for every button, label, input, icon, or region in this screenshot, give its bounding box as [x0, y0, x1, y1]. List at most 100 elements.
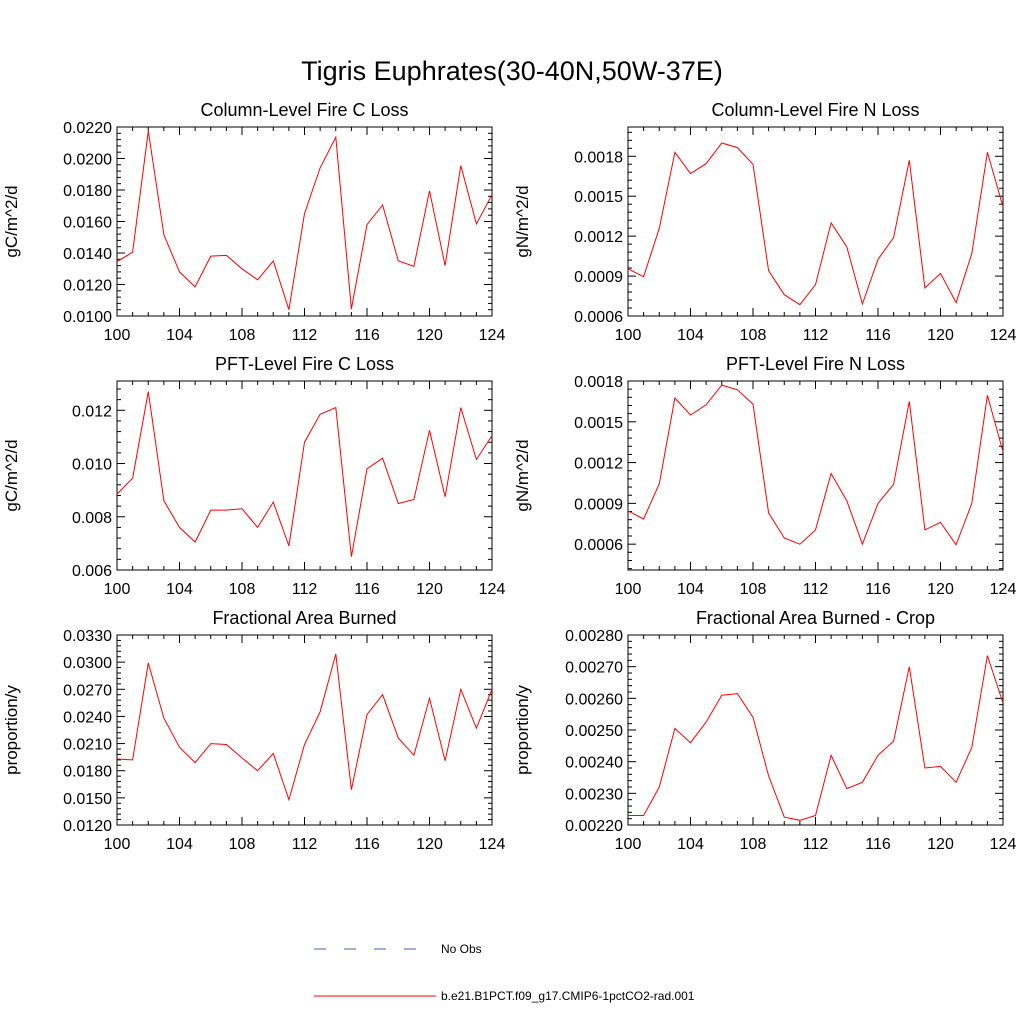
x-tick-label: 104: [166, 327, 193, 344]
x-tick-label: 100: [104, 327, 131, 344]
x-tick-label: 124: [990, 327, 1017, 344]
y-tick-label: 0.0120: [63, 278, 112, 295]
y-tick-label: 0.0012: [574, 456, 623, 473]
y-tick-label: 0.010: [72, 457, 112, 474]
y-tick-label: 0.00250: [565, 723, 623, 740]
y-tick-label: 0.0140: [63, 246, 112, 263]
x-tick-label: 108: [229, 581, 256, 598]
x-tick-label: 120: [927, 327, 954, 344]
y-tick-label: 0.006: [72, 563, 112, 580]
x-tick-label: 116: [354, 581, 380, 598]
x-tick-label: 124: [990, 581, 1017, 598]
y-axis-label: gN/m^2/d: [513, 439, 532, 511]
x-tick-label: 116: [865, 836, 891, 853]
y-tick-label: 0.0015: [574, 415, 623, 432]
panel-area-burned-crop: Fractional Area Burned - Crop proportion/…: [513, 608, 1016, 853]
x-tick-label: 124: [990, 836, 1017, 853]
x-tick-label: 116: [354, 836, 380, 853]
x-tick-label: 104: [677, 836, 704, 853]
series-line: [116, 391, 493, 557]
panel-title: Column-Level Fire C Loss: [200, 100, 408, 120]
x-tick-label: 124: [479, 327, 506, 344]
y-tick-label: 0.0006: [574, 537, 623, 554]
y-tick-label: 0.00270: [565, 660, 623, 677]
series-line: [116, 653, 493, 802]
y-axis-label: gN/m^2/d: [513, 185, 532, 257]
series-line: [628, 655, 1004, 821]
x-tick-label: 100: [104, 836, 131, 853]
panel-title: Fractional Area Burned - Crop: [696, 608, 935, 628]
y-axis-label: proportion/y: [513, 685, 532, 775]
panel-column-n-loss: Column-Level Fire N Loss gN/m^2/d 100 104 10…: [513, 100, 1016, 344]
y-tick-label: 0.0270: [63, 682, 112, 699]
y-tick-label: 0.0018: [574, 374, 623, 391]
x-tick-label: 108: [740, 581, 767, 598]
panels: Column-Level Fire C Loss gC/m^2/d 100 104 10…: [2, 100, 1016, 853]
y-tick-label: 0.0100: [63, 309, 112, 326]
y-tick-label: 0.0006: [574, 309, 623, 326]
y-tick-label: 0.00260: [565, 691, 623, 708]
x-tick-label: 100: [615, 581, 642, 598]
y-tick-label: 0.0180: [63, 764, 112, 781]
x-tick-label: 100: [615, 836, 642, 853]
x-tick-label: 116: [865, 581, 891, 598]
x-tick-label: 112: [292, 581, 318, 598]
panel-title: PFT-Level Fire C Loss: [215, 354, 394, 374]
series-line: [627, 142, 1004, 306]
series-line: [116, 130, 493, 310]
panel-pft-c-loss: PFT-Level Fire C Loss gC/m^2/d 100 104 108 11…: [2, 354, 505, 598]
x-tick-label: 120: [416, 581, 443, 598]
x-tick-label: 120: [927, 836, 954, 853]
panel-pft-n-loss: PFT-Level Fire N Loss gN/m^2/d 100 104 108 11…: [513, 354, 1016, 598]
plot-frame: [116, 634, 493, 826]
y-tick-label: 0.0240: [63, 709, 112, 726]
y-tick-label: 0.012: [72, 403, 112, 420]
x-tick-label: 124: [479, 836, 506, 853]
legend-label-no-obs: No Obs: [441, 942, 482, 956]
x-tick-label: 104: [677, 581, 704, 598]
panel-title: PFT-Level Fire N Loss: [726, 354, 905, 374]
x-tick-label: 108: [229, 836, 256, 853]
y-axis-label: gC/m^2/d: [2, 185, 21, 257]
x-tick-label: 112: [803, 581, 829, 598]
y-tick-label: 0.0012: [574, 229, 623, 246]
x-tick-label: 104: [677, 327, 704, 344]
y-axis-label: gC/m^2/d: [2, 439, 21, 511]
x-tick-label: 112: [803, 327, 829, 344]
x-tick-label: 116: [354, 327, 380, 344]
y-tick-label: 0.00230: [565, 786, 623, 803]
x-tick-label: 120: [927, 581, 954, 598]
x-tick-label: 120: [416, 836, 443, 853]
x-tick-label: 124: [479, 581, 506, 598]
y-tick-label: 0.0180: [63, 183, 112, 200]
y-tick-label: 0.0200: [63, 152, 112, 169]
x-tick-label: 112: [292, 327, 318, 344]
x-tick-label: 120: [416, 327, 443, 344]
y-tick-label: 0.00240: [565, 755, 623, 772]
x-tick-label: 116: [865, 327, 891, 344]
y-tick-label: 0.008: [72, 510, 112, 527]
main-title: Tigris Euphrates(30-40N,50W-37E): [301, 56, 723, 86]
x-tick-label: 108: [229, 327, 256, 344]
y-tick-label: 0.0120: [63, 818, 112, 835]
y-tick-label: 0.0160: [63, 215, 112, 232]
x-tick-label: 112: [803, 836, 829, 853]
legend-label-series: b.e21.B1PCT.f09_g17.CMIP6-1pctCO2-rad.00…: [441, 989, 695, 1003]
plot-frame: [627, 126, 1004, 317]
y-tick-label: 0.00220: [565, 818, 623, 835]
x-tick-label: 104: [166, 836, 193, 853]
y-tick-label: 0.0009: [574, 496, 623, 513]
x-tick-label: 100: [615, 327, 642, 344]
x-tick-label: 108: [740, 836, 767, 853]
panel-area-burned: Fractional Area Burned proportion/y 100 104…: [2, 608, 505, 853]
y-tick-label: 0.0018: [574, 149, 623, 166]
x-tick-label: 104: [166, 581, 193, 598]
series-line: [627, 384, 1004, 546]
y-tick-label: 0.0330: [63, 628, 112, 645]
y-tick-label: 0.0210: [63, 737, 112, 754]
plot-frame: [116, 380, 493, 571]
y-tick-label: 0.0009: [574, 269, 623, 286]
y-tick-label: 0.00280: [565, 628, 623, 645]
panel-title: Column-Level Fire N Loss: [711, 100, 919, 120]
